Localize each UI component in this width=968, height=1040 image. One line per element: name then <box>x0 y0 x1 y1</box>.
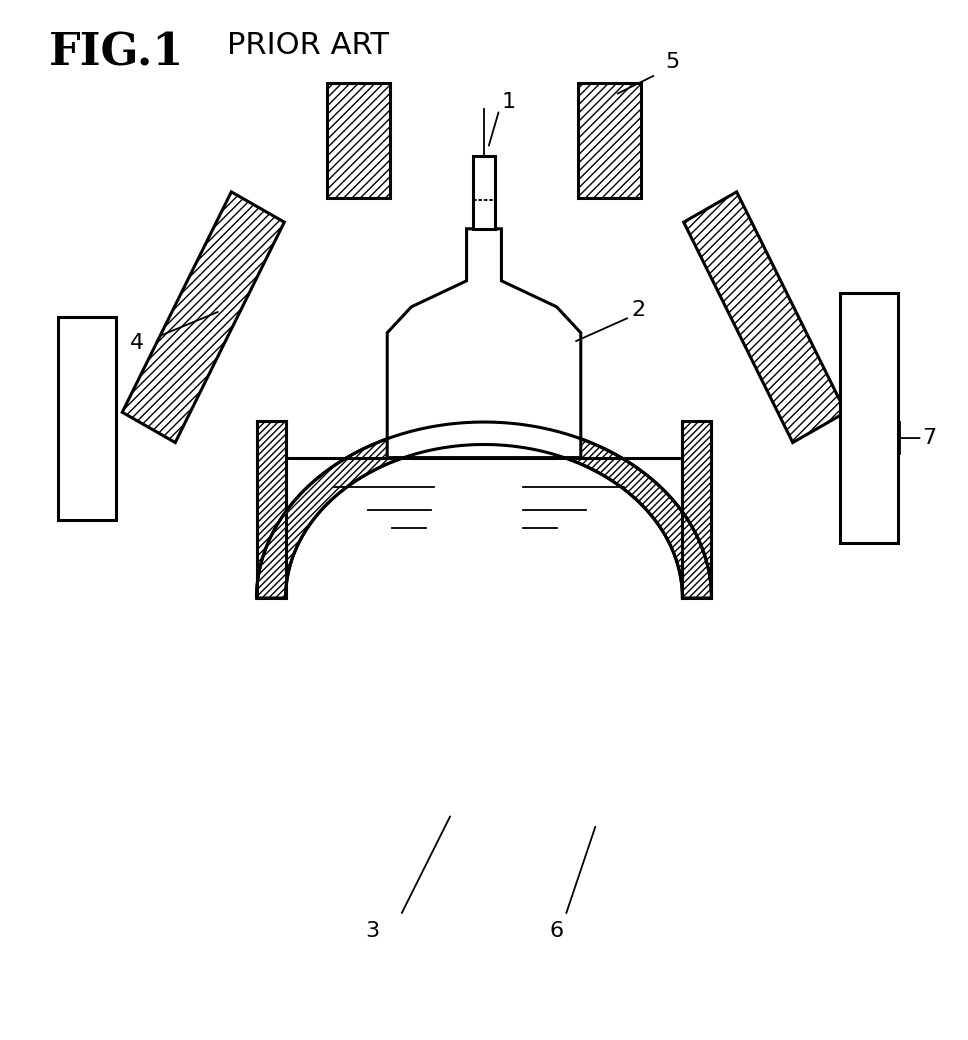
Text: 1: 1 <box>501 92 515 112</box>
Text: 2: 2 <box>632 300 646 320</box>
Polygon shape <box>327 83 389 198</box>
Bar <box>58 317 116 520</box>
Bar <box>840 293 898 543</box>
Polygon shape <box>683 191 846 443</box>
Text: 3: 3 <box>366 920 379 941</box>
Text: FIG.1: FIG.1 <box>48 31 184 74</box>
Polygon shape <box>579 83 641 198</box>
Text: 7: 7 <box>923 428 937 448</box>
Polygon shape <box>387 229 581 458</box>
Polygon shape <box>257 421 286 598</box>
Text: 5: 5 <box>666 52 680 73</box>
Text: 6: 6 <box>550 920 563 941</box>
Text: PRIOR ART: PRIOR ART <box>227 31 389 60</box>
Polygon shape <box>257 422 711 598</box>
Text: 4: 4 <box>131 333 144 354</box>
Polygon shape <box>682 421 711 598</box>
Polygon shape <box>122 191 285 443</box>
Bar <box>473 156 495 229</box>
